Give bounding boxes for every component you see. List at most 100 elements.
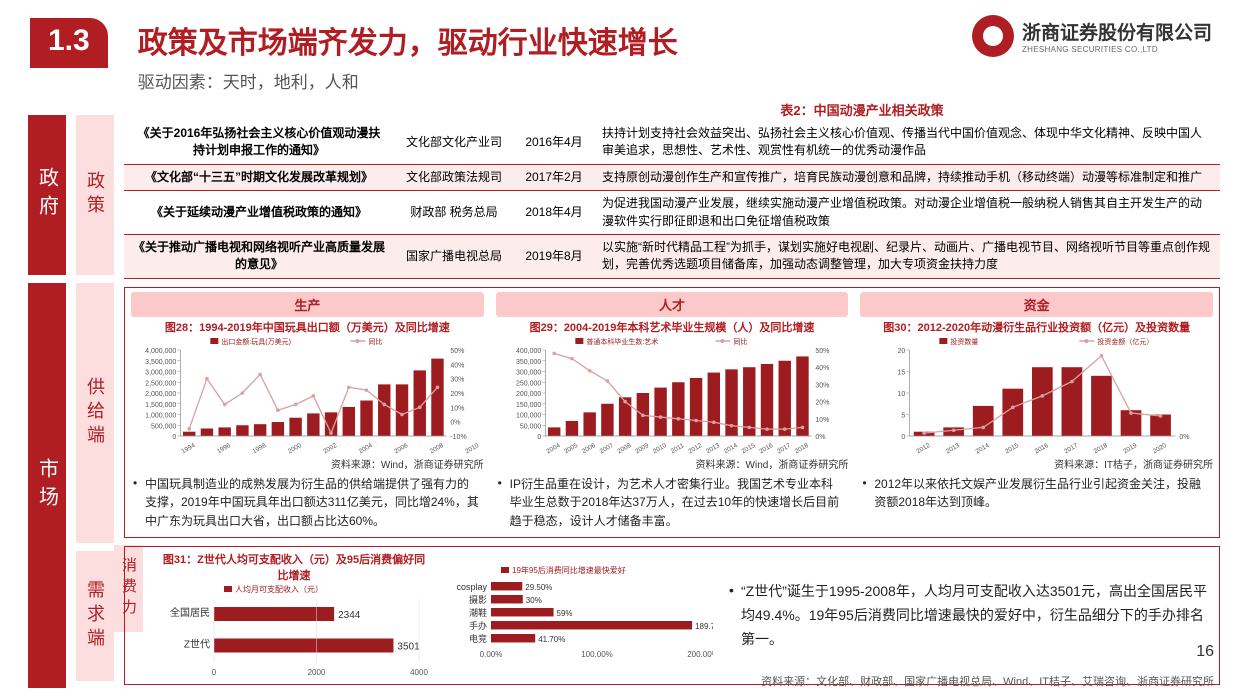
svg-text:1,000,000: 1,000,000: [145, 412, 176, 419]
page-subtitle: 驱动因素：天时，地利，人和: [138, 68, 1212, 93]
svg-text:2011: 2011: [669, 442, 685, 455]
svg-text:30%: 30%: [526, 596, 542, 605]
demand-row: 图31：Z世代人均可支配收入（元）及95后消费偏好同比增速 人均月可支配收入（元…: [124, 546, 1220, 685]
policy-cell: 国家广播电视总局: [394, 234, 514, 278]
svg-text:0: 0: [537, 434, 541, 441]
svg-text:2018: 2018: [1093, 442, 1109, 455]
svg-text:2,500,000: 2,500,000: [145, 380, 176, 387]
svg-text:-10%: -10%: [450, 434, 466, 441]
svg-text:2002: 2002: [322, 442, 338, 455]
svg-text:2015: 2015: [1004, 442, 1020, 455]
chart29-bullet: IP衍生品重在设计，为艺术人才密集行业。我国艺术专业本科毕业生总数于2018年达…: [496, 471, 849, 531]
svg-text:0: 0: [212, 668, 217, 677]
policy-cell: 以实施“新时代精品工程”为抓手，谋划实施好电视剧、纪录片、动画片、广播电视节目、…: [594, 234, 1220, 278]
policy-table: 《关于2016年弘扬社会主义核心价值观动漫扶持计划申报工作的通知》文化部文化产业…: [124, 121, 1220, 279]
policy-cell: 《文化部“十三五”时期文化发展改革规划》: [124, 164, 394, 190]
svg-text:2004: 2004: [545, 442, 561, 455]
svg-text:2017: 2017: [776, 442, 792, 455]
svg-text:2014: 2014: [722, 442, 738, 455]
pill-production: 生产: [131, 292, 484, 317]
chart31-title: 图31：Z世代人均可支配收入（元）及95后消费偏好同比增速: [159, 551, 429, 583]
chart31-left-svg: 人均月可支配收入（元）全国居民2344Z世代3501020004000: [159, 583, 429, 678]
svg-text:59%: 59%: [557, 609, 573, 618]
main-content: 表2：中国动漫产业相关政策 《关于2016年弘扬社会主义核心价值观动漫扶持计划申…: [124, 100, 1220, 685]
svg-text:40%: 40%: [450, 362, 464, 369]
company-name-cn: 浙商证券股份有限公司: [1022, 18, 1212, 45]
svg-text:人均月可支配收入（元）: 人均月可支配收入（元）: [235, 584, 323, 594]
svg-text:2010: 2010: [652, 442, 668, 455]
svg-text:250,000: 250,000: [516, 380, 541, 387]
svg-text:189.70%: 189.70%: [695, 622, 713, 631]
side-market: 市场: [28, 283, 66, 688]
svg-text:2000: 2000: [287, 442, 303, 455]
footer-source: 资料来源：文化部、财政部、国家广播电视总局、Wind、IT桔子、艾瑞咨询、浙商证…: [761, 673, 1214, 689]
company-logo: 浙商证券股份有限公司 ZHESHANG SECURITIES CO.,LTD: [972, 15, 1212, 57]
logo-icon: [972, 15, 1014, 57]
chart29-source: 资料来源：Wind，浙商证券研究所: [496, 456, 849, 471]
svg-text:2012: 2012: [916, 442, 932, 455]
chart29-block: 人才 图29：2004-2019年本科艺术毕业生规模（人）及同比增速 0 50,0…: [496, 292, 849, 531]
svg-text:300,000: 300,000: [516, 369, 541, 376]
side-supply: 供给端: [76, 283, 114, 543]
svg-text:100.00%: 100.00%: [581, 650, 613, 659]
svg-text:2013: 2013: [705, 442, 721, 455]
svg-text:400,000: 400,000: [516, 348, 541, 355]
chart30-title: 图30：2012-2020年动漫衍生品行业投资额（亿元）及投资数量: [860, 319, 1213, 335]
svg-text:3,500,000: 3,500,000: [145, 358, 176, 365]
svg-text:2020: 2020: [1152, 442, 1168, 455]
svg-text:20%: 20%: [815, 399, 829, 406]
chart28-block: 生产 图28：1994-2019年中国玩具出口额（万美元）及同比增速 0500,…: [131, 292, 484, 531]
svg-text:2009: 2009: [634, 442, 650, 455]
svg-text:2344: 2344: [338, 610, 361, 621]
side-gov: 政府: [28, 115, 66, 275]
svg-text:5: 5: [902, 412, 906, 419]
policy-cell: 《关于推动广播电视和网络视听产业高质量发展的意见》: [124, 234, 394, 278]
svg-text:2006: 2006: [581, 442, 597, 455]
svg-text:2008: 2008: [429, 442, 445, 455]
svg-text:0: 0: [902, 434, 906, 441]
svg-text:2016: 2016: [758, 442, 774, 455]
supply-charts-row: 生产 图28：1994-2019年中国玩具出口额（万美元）及同比增速 0500,…: [124, 287, 1220, 538]
svg-text:29.50%: 29.50%: [525, 583, 552, 592]
svg-text:2006: 2006: [393, 442, 409, 455]
svg-text:1,500,000: 1,500,000: [145, 401, 176, 408]
svg-text:0%: 0%: [815, 434, 825, 441]
svg-text:2012: 2012: [687, 442, 703, 455]
svg-text:2017: 2017: [1063, 442, 1079, 455]
svg-text:摄影: 摄影: [469, 594, 487, 605]
policy-cell: 2018年4月: [514, 191, 594, 235]
company-name-en: ZHESHANG SECURITIES CO.,LTD: [1022, 45, 1212, 54]
svg-text:3,000,000: 3,000,000: [145, 369, 176, 376]
policy-cell: 《关于2016年弘扬社会主义核心价值观动漫扶持计划申报工作的通知》: [124, 121, 394, 164]
chart29-svg: 050,000100,000150,000200,000250,000300,0…: [496, 336, 849, 456]
svg-text:Z世代: Z世代: [184, 638, 210, 650]
chart29-title: 图29：2004-2019年本科艺术毕业生规模（人）及同比增速: [496, 319, 849, 335]
side-secondary-column: 政策 供给端 需求端: [76, 115, 114, 681]
chart31-bullet: “Z世代”诞生于1995-2008年，人均月可支配收入达3501元，高出全国居民…: [727, 576, 1213, 651]
policy-cell: 《关于延续动漫产业增值税政策的通知》: [124, 191, 394, 235]
svg-text:同比: 同比: [733, 337, 747, 346]
svg-text:0.00%: 0.00%: [480, 650, 503, 659]
svg-text:投资金额（亿元）: 投资金额（亿元）: [1098, 337, 1154, 346]
svg-text:20: 20: [898, 348, 906, 355]
pill-talent: 人才: [496, 292, 849, 317]
svg-text:50,000: 50,000: [520, 423, 542, 430]
svg-text:4,000,000: 4,000,000: [145, 348, 176, 355]
svg-text:同比: 同比: [368, 337, 382, 346]
chart31-text: “Z世代”诞生于1995-2008年，人均月可支配收入达3501元，高出全国居民…: [727, 551, 1213, 678]
svg-text:2014: 2014: [975, 442, 991, 455]
chart31-right: 19年95后消费同比增速最快爱好cosplay29.50%摄影30%潮鞋59%手…: [443, 551, 713, 678]
svg-text:150,000: 150,000: [516, 401, 541, 408]
svg-text:30%: 30%: [815, 382, 829, 389]
svg-text:出口金额:玩具(万美元): 出口金额:玩具(万美元): [221, 337, 291, 346]
table-title: 表2：中国动漫产业相关政策: [504, 100, 1220, 119]
policy-cell: 2016年4月: [514, 121, 594, 164]
svg-text:10%: 10%: [450, 405, 464, 412]
svg-text:投资数量: 投资数量: [951, 337, 979, 346]
svg-text:全国居民: 全国居民: [170, 606, 210, 619]
svg-text:0%: 0%: [1180, 434, 1190, 441]
svg-text:40%: 40%: [815, 365, 829, 372]
chart31-right-svg: 19年95后消费同比增速最快爱好cosplay29.50%摄影30%潮鞋59%手…: [443, 564, 713, 659]
svg-text:350,000: 350,000: [516, 358, 541, 365]
page-number: 16: [1196, 643, 1214, 661]
